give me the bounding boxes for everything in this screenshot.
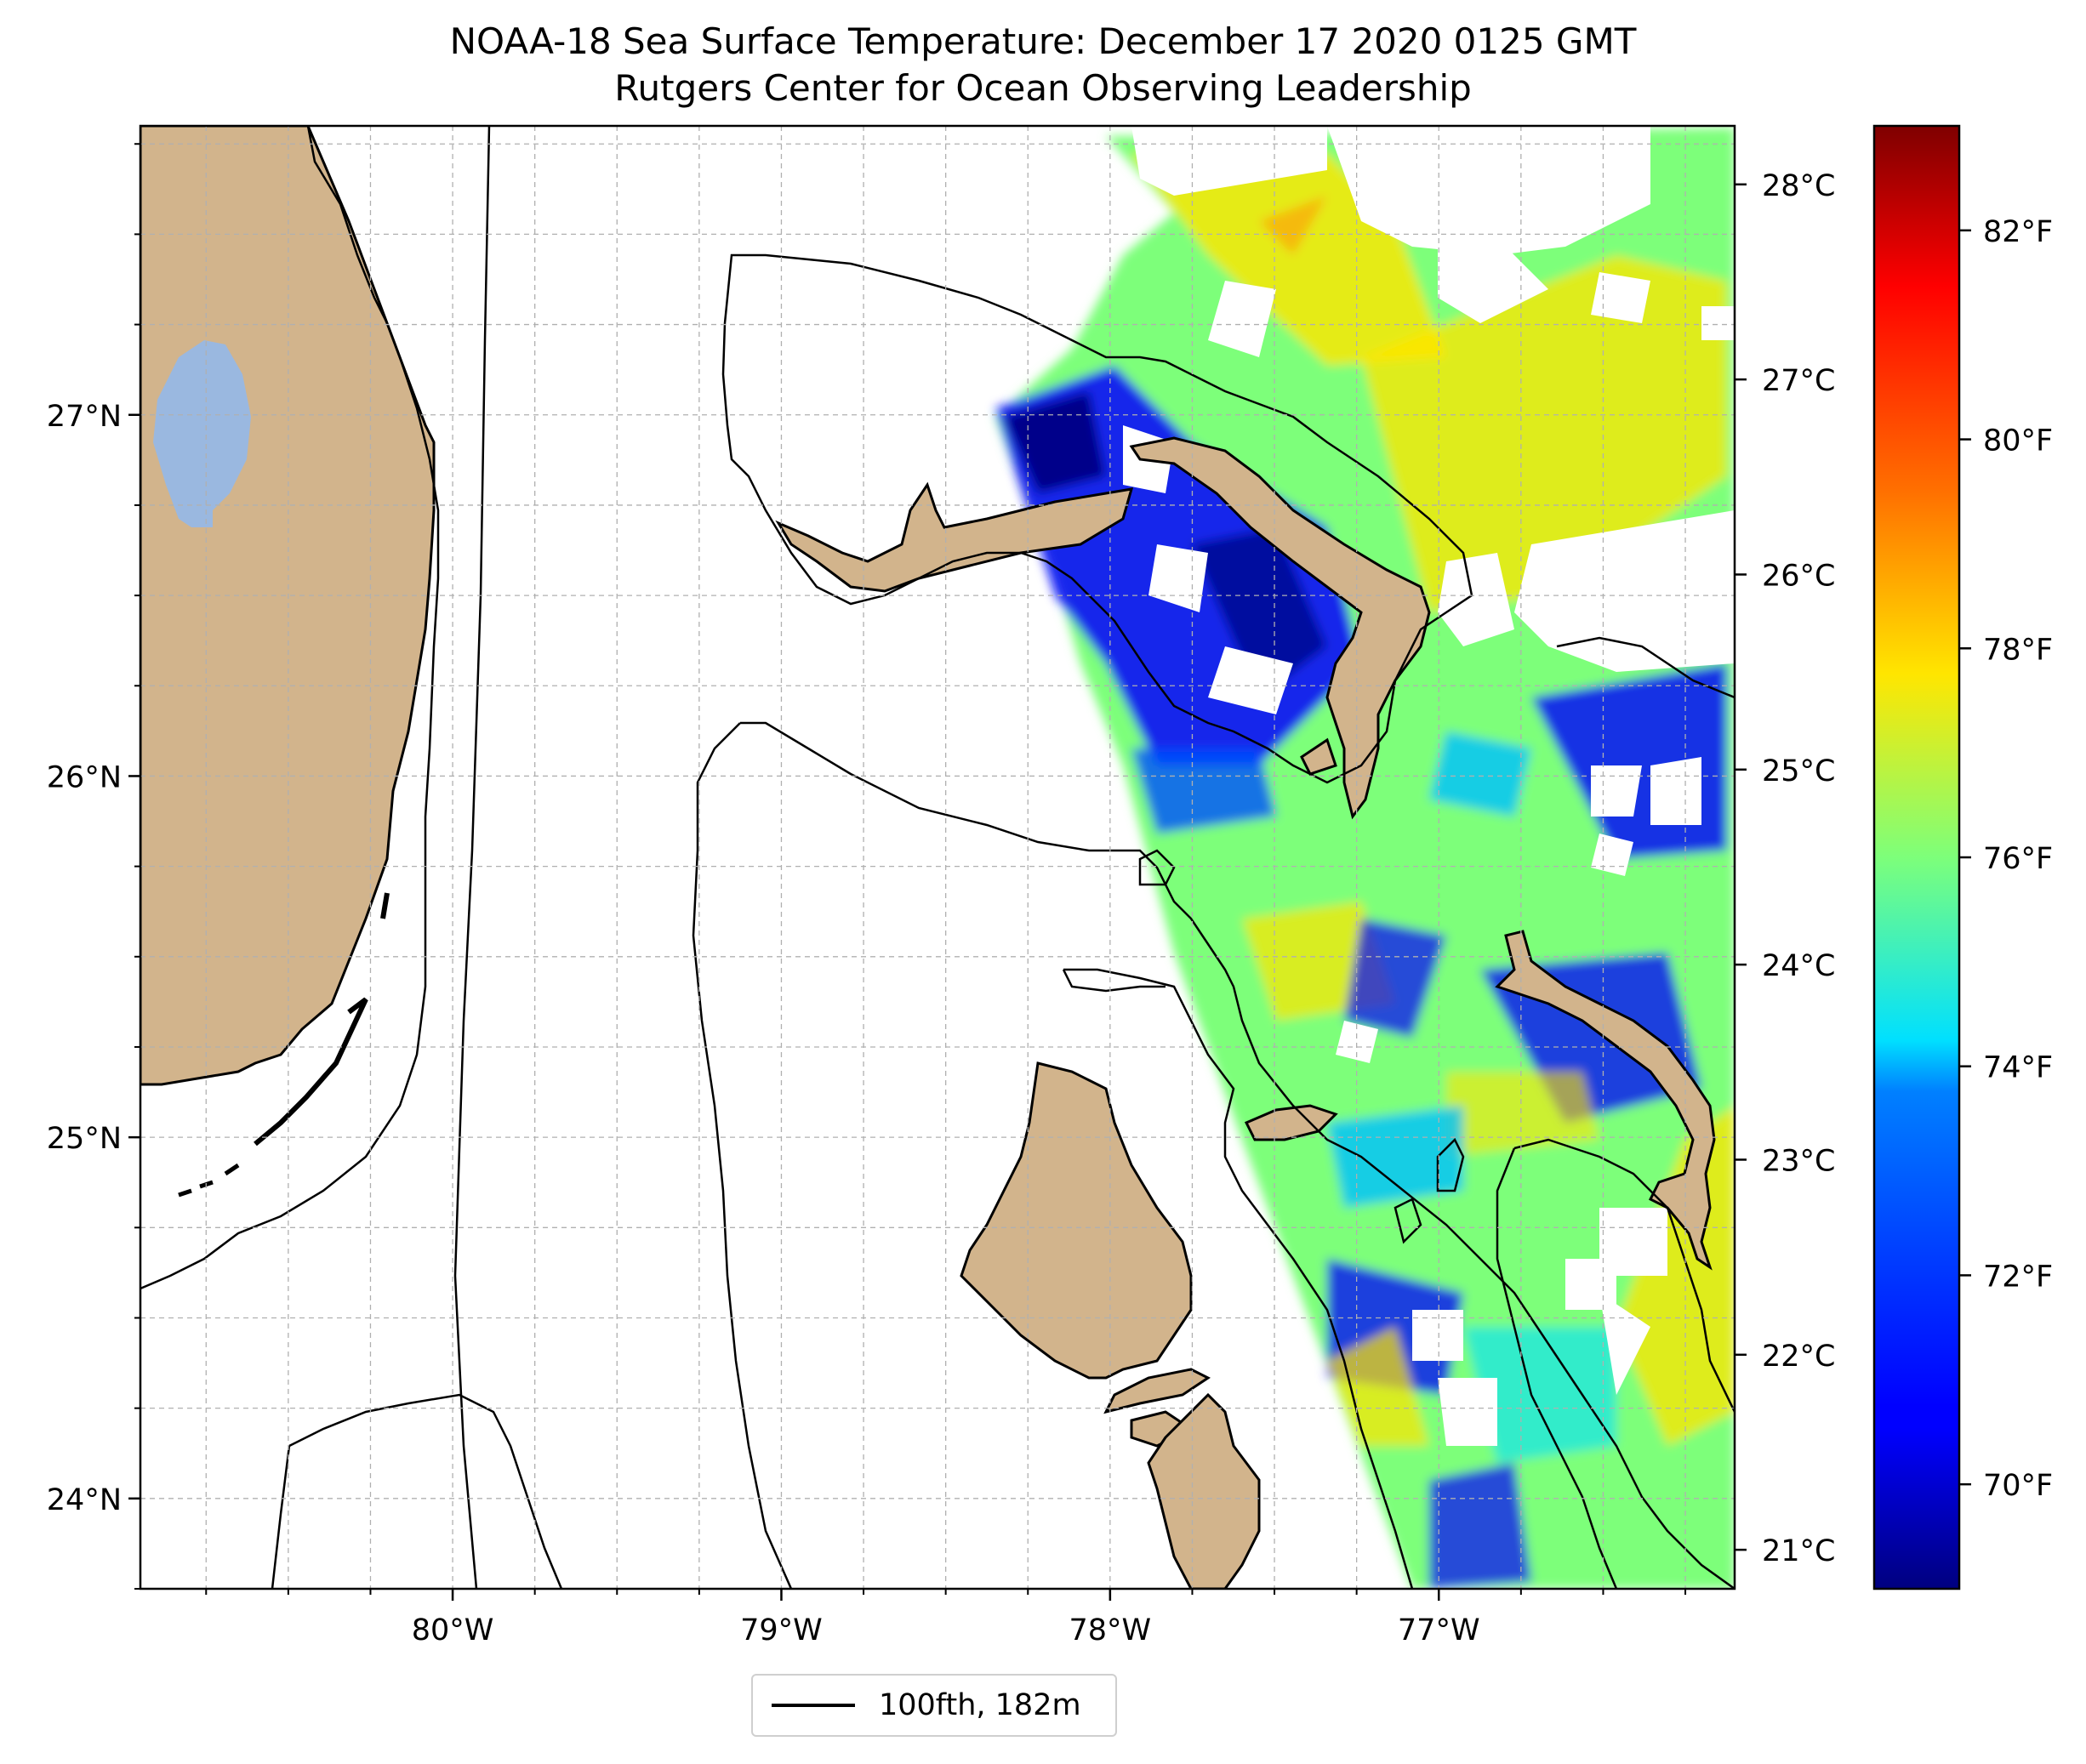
temp-c-tick-label: 21°C xyxy=(1762,1534,1835,1568)
eleuthera xyxy=(1495,930,1716,1271)
lat-tick-label: 24°N xyxy=(47,1483,122,1517)
temp-c-tick-label: 22°C xyxy=(1762,1340,1835,1374)
temp-c-tick-label: 28°C xyxy=(1762,169,1835,203)
legend-line-swatch xyxy=(772,1704,855,1707)
colorbar-tick-label: 70°F xyxy=(1983,1469,2053,1503)
lat-tick-label: 26°N xyxy=(47,760,122,794)
grand-bahama xyxy=(775,481,1134,593)
new-providence xyxy=(1244,1104,1338,1141)
temp-c-tick-label: 23°C xyxy=(1762,1144,1835,1178)
temp-c-axis: 21°C 22°C 23°C 24°C 25°C 26°C 27°C 28°C xyxy=(1735,169,1835,1568)
lon-tick-label: 80°W xyxy=(412,1613,494,1647)
colorbar: 70°F 72°F 74°F 76°F 78°F 80°F 82°F xyxy=(1872,124,2053,1590)
legend: 100fth, 182m xyxy=(751,1674,1117,1737)
lat-tick-label: 25°N xyxy=(47,1122,122,1156)
lon-tick-label: 79°W xyxy=(740,1613,823,1647)
map-title: NOAA-18 Sea Surface Temperature: Decembe… xyxy=(449,20,1637,62)
lat-tick-label: 27°N xyxy=(47,400,122,434)
colorbar-gradient xyxy=(1872,124,1961,1590)
temp-c-tick-label: 26°C xyxy=(1762,559,1835,593)
colorbar-tick-label: 80°F xyxy=(1983,424,2053,458)
colorbar-tick-label: 76°F xyxy=(1983,842,2053,876)
colorbar-tick-label: 72°F xyxy=(1983,1260,2053,1294)
florida-keys xyxy=(254,997,368,1147)
colorbar-tick-label: 82°F xyxy=(1983,215,2053,249)
lon-axis: 80°W 79°W 78°W 77°W xyxy=(205,1589,1687,1647)
graticule xyxy=(140,126,1735,1589)
temp-c-tick-label: 25°C xyxy=(1762,754,1835,788)
lake-okeechobee xyxy=(153,340,251,527)
abaco-island xyxy=(1129,436,1431,820)
isobath-100fth xyxy=(140,126,1735,1589)
legend-label: 100fth, 182m xyxy=(879,1688,1081,1722)
temp-c-tick-label: 27°C xyxy=(1762,364,1835,398)
colorbar-tick-label: 78°F xyxy=(1983,633,2053,667)
temp-c-tick-label: 24°C xyxy=(1762,949,1835,983)
sst-swath xyxy=(995,126,1735,1589)
colorbar-ticks: 70°F 72°F 74°F 76°F 78°F 80°F 82°F xyxy=(1959,215,2053,1503)
map-subtitle: Rutgers Center for Ocean Observing Leade… xyxy=(614,67,1472,109)
lon-tick-label: 78°W xyxy=(1069,1613,1152,1647)
andros-island xyxy=(960,1061,1193,1380)
colorbar-tick-label: 74°F xyxy=(1983,1051,2053,1085)
map-frame xyxy=(139,124,1736,1590)
lon-tick-label: 77°W xyxy=(1398,1613,1480,1647)
lat-axis: 24°N 25°N 26°N 27°N xyxy=(47,143,140,1590)
